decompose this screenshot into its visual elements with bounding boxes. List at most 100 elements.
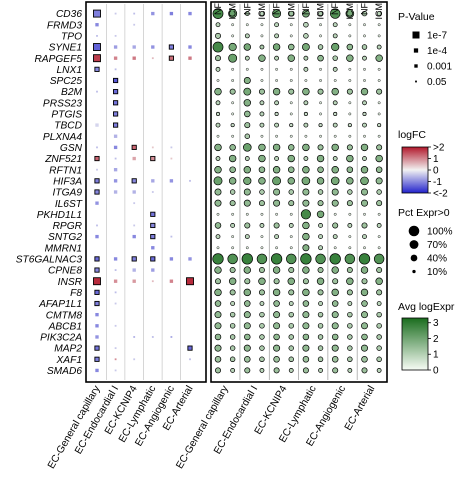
- gene-label-gsn: GSN: [60, 143, 83, 154]
- logfc-marker-syne1-ec-endocardial-i: [113, 45, 118, 49]
- gene-label-abcb1: ABCB1: [48, 321, 82, 332]
- expression-marker-plxna4-ec-endocardial-i-icm: [260, 134, 264, 138]
- expression-marker-il6st-ec-kcnip4-nf: [273, 199, 281, 207]
- expression-marker-smad6-ec-general-capillary-nf: [215, 367, 222, 374]
- expression-marker-st6galnac3-ec-angiogenic-icm: [344, 253, 356, 265]
- expression-marker-cpne8-ec-angiogenic-nf: [331, 266, 339, 274]
- expression-marker-rpgr-ec-kcnip4-icm: [288, 223, 294, 228]
- expression-marker-ptgis-ec-kcnip4-icm: [289, 112, 293, 116]
- logfc-marker-syne1-ec-arterial: [188, 45, 192, 49]
- expression-marker-b2m-ec-angiogenic-icm: [346, 88, 353, 95]
- gene-label-ptgis: PTGIS: [51, 110, 82, 121]
- gene-label-tbcd: TBCD: [54, 121, 82, 132]
- expression-marker-smad6-ec-lymphatic-icm: [318, 368, 323, 373]
- expression-marker-st6galnac3-ec-kcnip4-icm: [286, 253, 297, 265]
- logfc-colorbar-label: >2: [433, 143, 445, 154]
- expression-marker-spc25-ec-lymphatic-icm: [319, 79, 322, 82]
- legend-group: P-Value1e-71e-40.0010.05logFC>210-1<-2Pc…: [398, 11, 455, 377]
- expression-marker-rftn1-ec-general-capillary-icm: [229, 166, 236, 173]
- pvalue-legend-marker: [414, 64, 418, 68]
- expression-marker-znf521-ec-lymphatic-nf: [303, 156, 309, 161]
- expression-marker-rapgef5-ec-endocardial-i-icm: [258, 54, 266, 62]
- expression-marker-tpo-ec-lymphatic-icm: [319, 34, 322, 38]
- logfc-colorbar-label: <-2: [433, 189, 448, 200]
- logfc-marker-b2m-ec-endocardial-i: [113, 89, 119, 95]
- logfc-marker-tpo-ec-general-capillary: [96, 34, 98, 37]
- expression-marker-ptgis-ec-arterial-nf: [362, 111, 367, 116]
- expression-marker-mmrn1-ec-kcnip4-icm: [289, 246, 293, 250]
- expression-marker-il6st-ec-endocardial-i-nf: [243, 199, 251, 207]
- expression-marker-smad6-ec-kcnip4-nf: [273, 367, 280, 374]
- expression-marker-cmtm8-ec-general-capillary-nf: [214, 311, 222, 319]
- expression-marker-st6galnac3-ec-endocardial-i-nf: [241, 253, 253, 265]
- expression-marker-itga9-ec-general-capillary-icm: [229, 189, 236, 195]
- expression-marker-map2-ec-general-capillary-icm: [229, 345, 236, 351]
- expression-marker-xaf1-ec-arterial-icm: [376, 356, 382, 362]
- expression-marker-rpgr-ec-general-capillary-icm: [230, 223, 236, 228]
- expression-marker-znf521-ec-kcnip4-nf: [274, 156, 280, 161]
- logfc-marker-spc25-ec-endocardial-i: [113, 77, 119, 84]
- expression-marker-spc25-ec-angiogenic-nf: [333, 79, 337, 82]
- expression-marker-tbcd-ec-endocardial-i-nf: [244, 122, 251, 129]
- expression-marker-xaf1-ec-lymphatic-nf: [302, 356, 310, 363]
- expression-marker-gsn-ec-endocardial-i-nf: [243, 143, 252, 152]
- logfc-marker-b2m-ec-general-capillary: [96, 90, 98, 93]
- expression-marker-cmtm8-ec-arterial-nf: [361, 311, 368, 319]
- expression-marker-insr-ec-endocardial-i-nf: [244, 278, 251, 285]
- logfc-panel-frame: [85, 1, 207, 383]
- expression-marker-mmrn1-ec-arterial-icm: [377, 246, 381, 250]
- expression-marker-sntg2-ec-angiogenic-icm: [348, 235, 352, 238]
- expression-marker-sntg2-ec-endocardial-i-nf: [244, 234, 250, 240]
- logfc-marker-znf521-ec-lymphatic: [150, 155, 156, 162]
- expression-marker-abcb1-ec-lymphatic-nf: [302, 322, 310, 330]
- expression-marker-ptgis-ec-angiogenic-icm: [348, 112, 352, 116]
- expression-marker-afap1l1-ec-general-capillary-nf: [214, 300, 222, 307]
- logfc-marker-sntg2-ec-kcnip4: [132, 234, 136, 239]
- expression-marker-b2m-ec-arterial-icm: [376, 88, 383, 95]
- expression-marker-frmd3-ec-angiogenic-nf: [332, 22, 338, 28]
- expression-marker-afap1l1-ec-angiogenic-nf: [331, 300, 339, 307]
- expression-marker-znf521-ec-angiogenic-nf: [332, 156, 338, 161]
- logfc-marker-insr-ec-endocardial-i: [113, 279, 118, 283]
- expression-marker-map2-ec-arterial-nf: [361, 344, 368, 352]
- expression-marker-smad6-ec-angiogenic-nf: [332, 367, 339, 374]
- expression-marker-rapgef5-ec-angiogenic-nf: [332, 55, 338, 61]
- expression-marker-afap1l1-ec-general-capillary-icm: [230, 301, 236, 306]
- expression-marker-map2-ec-endocardial-i-nf: [243, 344, 251, 352]
- expression-marker-pik3c2a-ec-lymphatic-icm: [317, 334, 324, 340]
- expression-marker-xaf1-ec-lymphatic-icm: [317, 356, 324, 362]
- expression-marker-syne1-ec-angiogenic-nf: [331, 42, 340, 52]
- expression-marker-gsn-ec-arterial-icm: [376, 144, 383, 151]
- expression-marker-smad6-ec-arterial-icm: [376, 368, 382, 373]
- expression-marker-afap1l1-ec-endocardial-i-nf: [244, 300, 251, 307]
- logfc-marker-afap1l1-ec-endocardial-i: [114, 302, 117, 305]
- expression-marker-gsn-ec-kcnip4-nf: [272, 143, 281, 152]
- expression-marker-plxna4-ec-general-capillary-icm: [231, 134, 235, 138]
- expression-marker-znf521-ec-arterial-icm: [375, 154, 383, 163]
- expression-marker-lnx1-ec-general-capillary-nf: [215, 66, 221, 72]
- logfc-marker-rapgef5-ec-arterial: [188, 56, 192, 60]
- expression-marker-xaf1-ec-angiogenic-nf: [331, 356, 339, 363]
- logfc-marker-il6st-ec-general-capillary: [95, 201, 99, 205]
- logfc-marker-rftn1-ec-general-capillary: [96, 168, 98, 171]
- expression-marker-hif3a-ec-arterial-icm: [375, 177, 383, 185]
- expression-marker-rapgef5-ec-endocardial-i-nf: [244, 55, 250, 61]
- logfc-marker-hif3a-ec-arterial: [189, 179, 191, 182]
- expression-marker-rftn1-ec-lymphatic-nf: [302, 165, 310, 174]
- expression-marker-itga9-ec-endocardial-i-icm: [259, 189, 265, 195]
- logfc-marker-itga9-ec-endocardial-i: [113, 190, 118, 194]
- condition-label-icm: ICM: [345, 3, 355, 20]
- expression-marker-abcb1-ec-angiogenic-nf: [331, 322, 339, 330]
- expression-marker-plxna4-ec-kcnip4-icm: [289, 134, 293, 138]
- expression-marker-cmtm8-ec-endocardial-i-nf: [243, 311, 251, 319]
- logfc-marker-map2-ec-endocardial-i: [114, 347, 117, 350]
- expression-marker-st6galnac3-ec-general-capillary-icm: [227, 253, 238, 265]
- logfc-colorbar-label: 0: [433, 166, 439, 177]
- expression-marker-ptgis-ec-general-capillary-nf: [215, 111, 221, 116]
- expression-marker-hif3a-ec-kcnip4-icm: [287, 177, 295, 185]
- expression-marker-f8-ec-general-capillary-nf: [214, 288, 222, 297]
- expression-marker-pik3c2a-ec-angiogenic-nf: [331, 333, 339, 341]
- expression-marker-prss23-ec-lymphatic-icm: [319, 101, 322, 105]
- expression-marker-plxna4-ec-arterial-nf: [363, 134, 366, 138]
- expression-marker-mmrn1-ec-kcnip4-nf: [275, 246, 278, 250]
